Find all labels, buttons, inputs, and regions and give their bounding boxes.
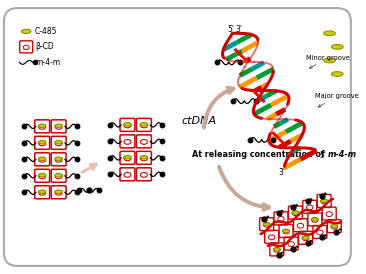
Text: C-485: C-485 bbox=[35, 27, 57, 36]
FancyArrowPatch shape bbox=[82, 164, 96, 172]
Ellipse shape bbox=[38, 190, 46, 193]
Ellipse shape bbox=[21, 29, 31, 33]
Text: ctDNA: ctDNA bbox=[181, 116, 216, 125]
Ellipse shape bbox=[38, 157, 46, 161]
Ellipse shape bbox=[324, 58, 335, 63]
Ellipse shape bbox=[321, 199, 328, 202]
Text: 3': 3' bbox=[235, 25, 242, 34]
Ellipse shape bbox=[55, 157, 63, 161]
Text: 5': 5' bbox=[227, 25, 234, 34]
Ellipse shape bbox=[330, 225, 338, 228]
Ellipse shape bbox=[332, 72, 343, 76]
Ellipse shape bbox=[38, 124, 46, 128]
Ellipse shape bbox=[55, 124, 63, 128]
Ellipse shape bbox=[38, 173, 46, 177]
Ellipse shape bbox=[124, 156, 131, 159]
Text: Major groove: Major groove bbox=[315, 93, 359, 107]
Ellipse shape bbox=[55, 173, 63, 177]
Ellipse shape bbox=[283, 229, 290, 233]
Ellipse shape bbox=[311, 218, 318, 221]
Ellipse shape bbox=[324, 31, 335, 36]
Ellipse shape bbox=[55, 190, 63, 193]
Ellipse shape bbox=[124, 122, 131, 126]
Text: Minor groove: Minor groove bbox=[306, 55, 350, 68]
Ellipse shape bbox=[38, 141, 46, 144]
Ellipse shape bbox=[302, 236, 309, 239]
Ellipse shape bbox=[140, 122, 148, 126]
FancyBboxPatch shape bbox=[4, 8, 351, 266]
Ellipse shape bbox=[332, 44, 343, 49]
Text: m-4-m: m-4-m bbox=[328, 150, 357, 159]
Ellipse shape bbox=[55, 141, 63, 144]
Text: At releasing concentration of: At releasing concentration of bbox=[192, 150, 327, 159]
Ellipse shape bbox=[140, 156, 148, 159]
Ellipse shape bbox=[263, 223, 270, 226]
Text: β-CD: β-CD bbox=[35, 42, 54, 51]
Ellipse shape bbox=[273, 248, 280, 251]
Text: 5': 5' bbox=[319, 151, 326, 160]
Text: 3': 3' bbox=[279, 169, 286, 177]
Text: m-4-m: m-4-m bbox=[35, 58, 60, 67]
Ellipse shape bbox=[292, 211, 299, 214]
